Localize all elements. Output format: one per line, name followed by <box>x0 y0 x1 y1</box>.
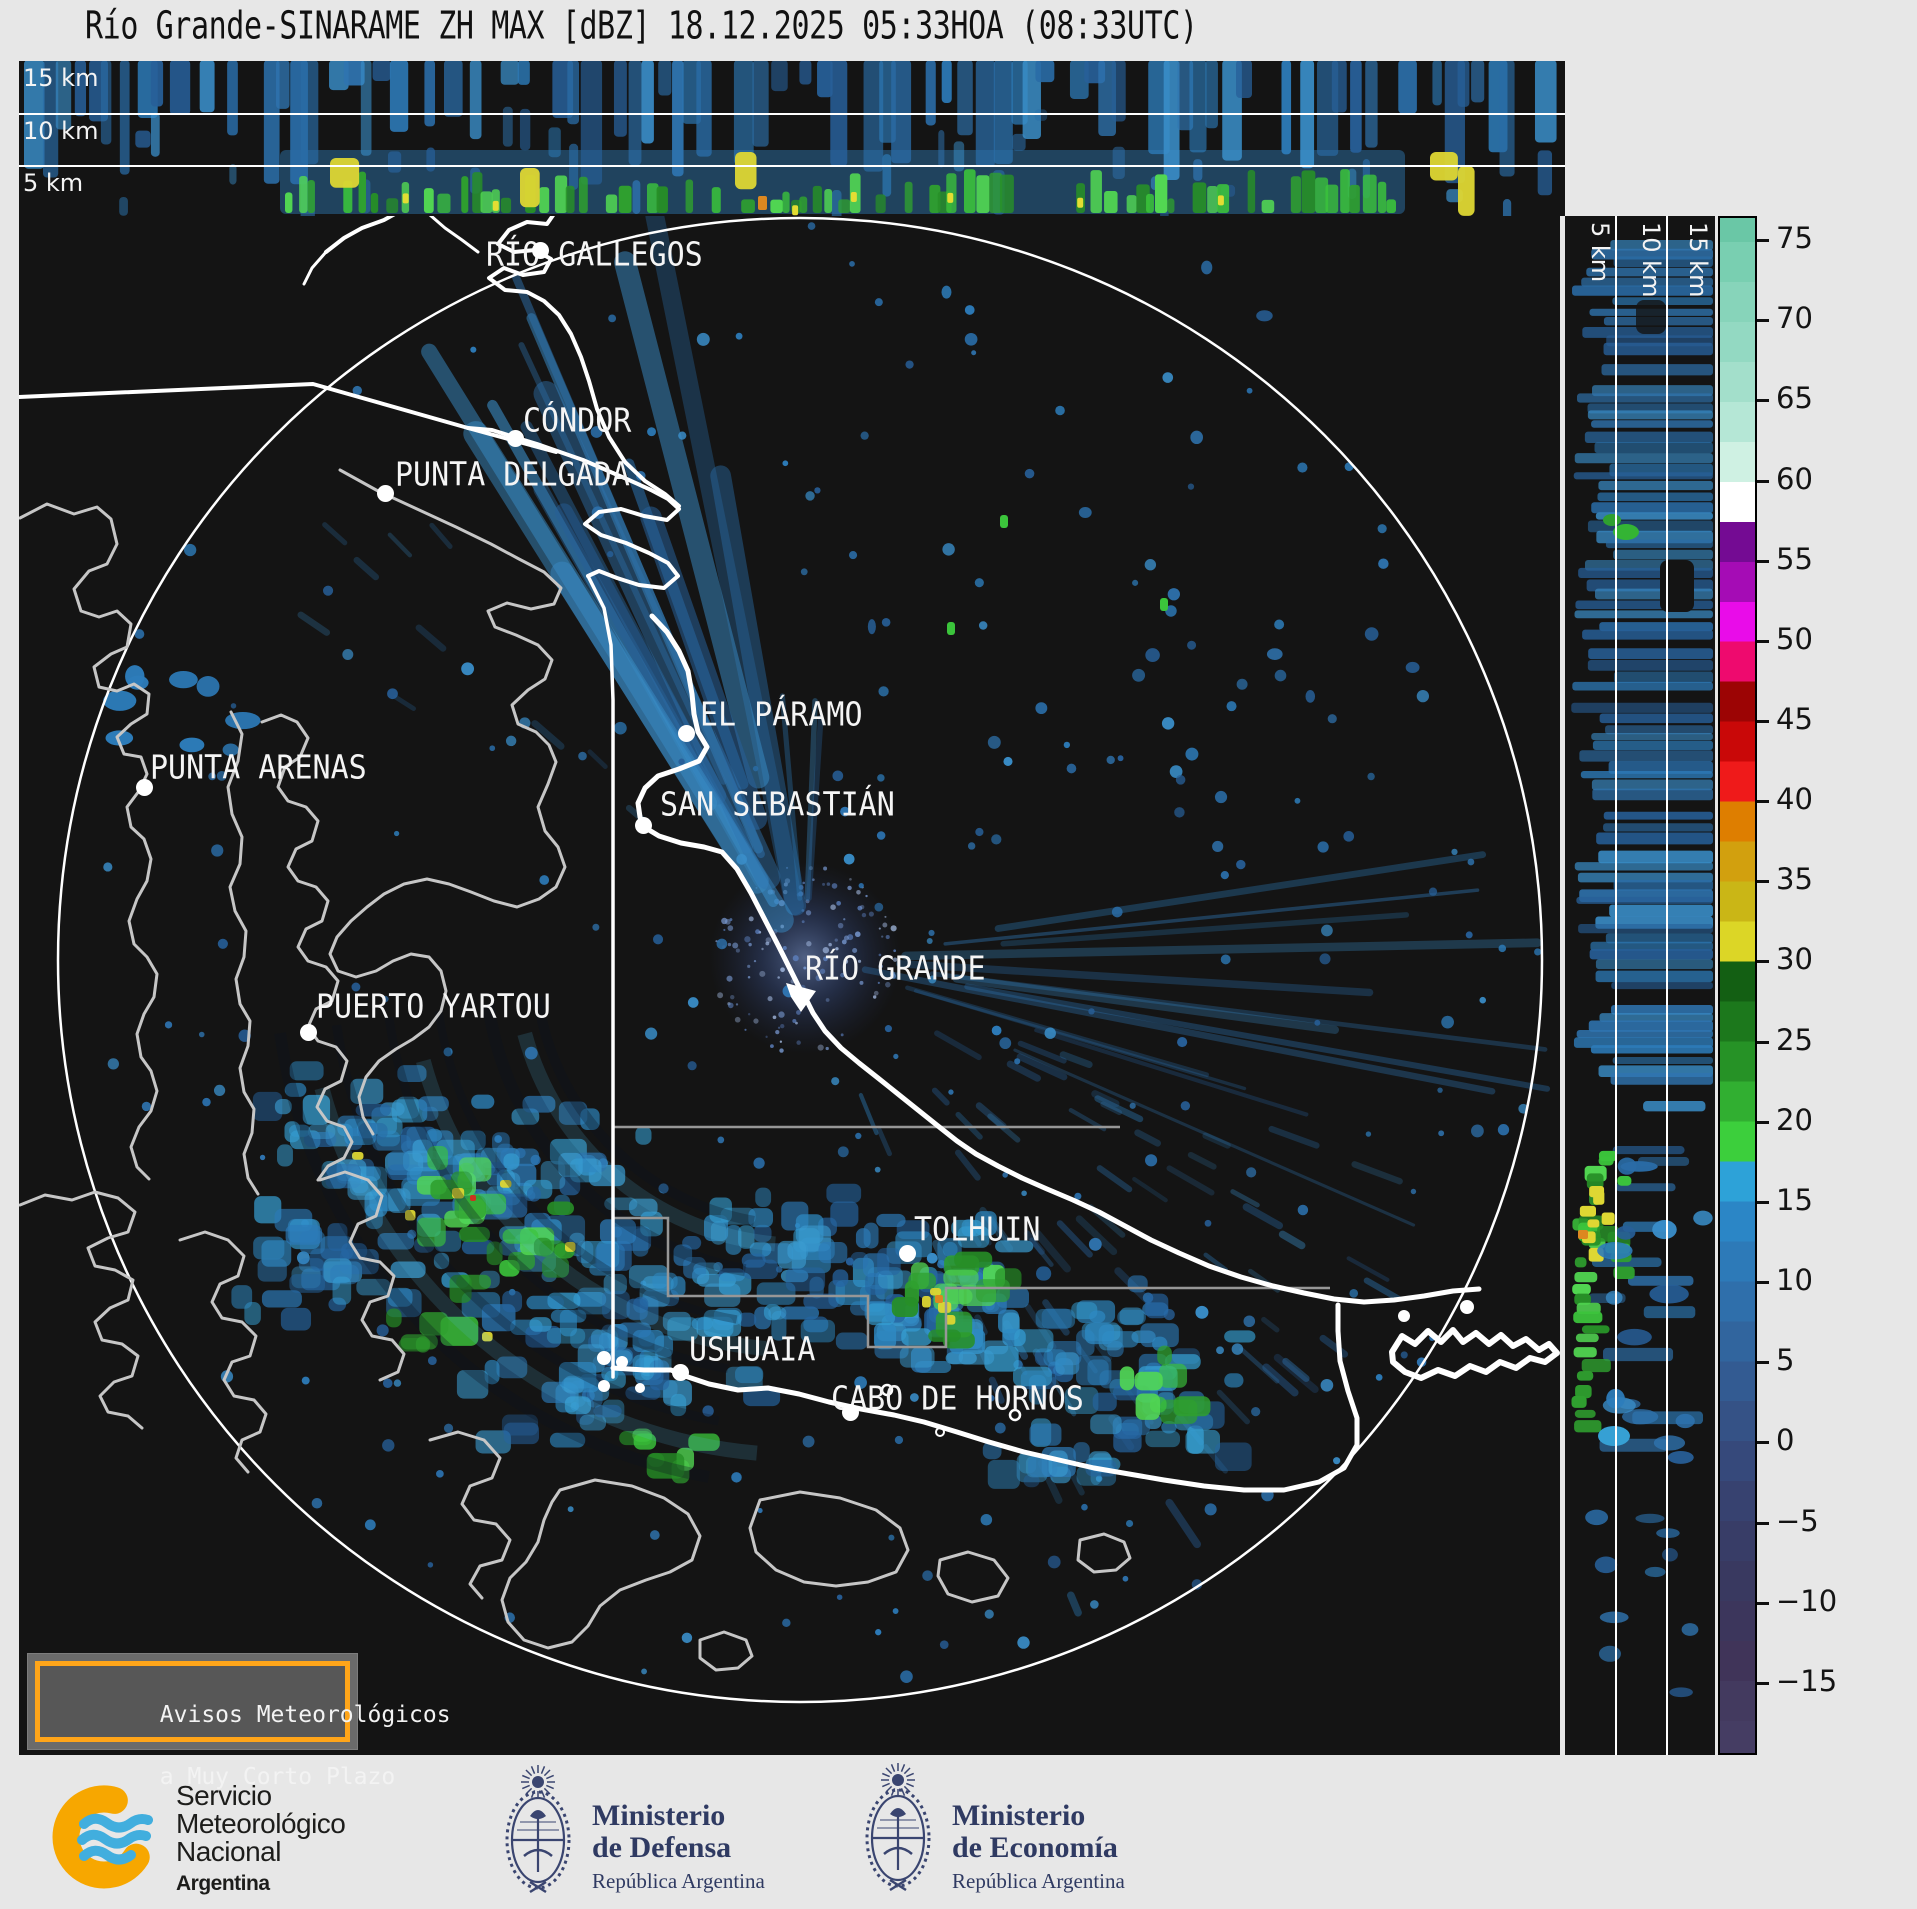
colorbar-tick-label: 45 <box>1776 701 1813 736</box>
dbz-colorbar <box>1718 216 1757 1755</box>
smn-logo-icon <box>52 1785 156 1889</box>
colorbar-tick-mark <box>1757 800 1769 804</box>
city-dot <box>136 779 153 796</box>
city-label: PUERTO YARTOU <box>316 988 551 1027</box>
city-dot <box>899 1245 916 1262</box>
colorbar-tick-label: 60 <box>1776 461 1813 496</box>
page-title: Río Grande-SINARAME ZH MAX [dBZ] 18.12.2… <box>85 4 1198 49</box>
economia-line-1: Ministerio <box>952 1799 1086 1832</box>
colorbar-tick-mark <box>1757 960 1769 964</box>
colorbar-tick-mark <box>1757 639 1769 643</box>
colorbar-tick-mark <box>1757 719 1769 723</box>
radar-map-panel <box>19 216 1560 1755</box>
city-dot <box>507 430 524 447</box>
warning-box[interactable]: Avisos Meteorológicos a Muy Corto Plazo <box>27 1653 451 1790</box>
colorbar-tick-label: 15 <box>1776 1182 1813 1217</box>
colorbar-tick-mark <box>1757 880 1769 884</box>
city-label: PUNTA ARENAS <box>150 749 367 788</box>
colorbar-tick-label: −5 <box>1776 1503 1819 1538</box>
colorbar-tick-mark <box>1757 319 1769 323</box>
colorbar-tick-mark <box>1757 1521 1769 1525</box>
colorbar-tick-label: 65 <box>1776 381 1813 416</box>
ministerio-defensa-text: Ministerio de Defensa República Argentin… <box>592 1800 765 1894</box>
ministerio-economia-text: Ministerio de Economía República Argenti… <box>952 1800 1125 1894</box>
colorbar-tick-mark <box>1757 1601 1769 1605</box>
colorbar-tick-label: 25 <box>1776 1022 1813 1057</box>
colorbar-tick-mark <box>1757 1040 1769 1044</box>
city-label: SAN SEBASTIÁN <box>660 786 895 825</box>
colorbar-tick-mark <box>1757 1361 1769 1365</box>
colorbar-tick-label: 20 <box>1776 1102 1813 1137</box>
side-panel-label-10km: 10 km <box>1637 222 1665 298</box>
top-cross-section-panel <box>19 61 1565 216</box>
colorbar-tick-label: 55 <box>1776 541 1813 576</box>
colorbar-tick-label: 10 <box>1776 1263 1813 1298</box>
defensa-subtitle: República Argentina <box>592 1869 765 1893</box>
coat-of-arms-defensa-icon <box>505 1764 571 1894</box>
colorbar-tick-label: 35 <box>1776 862 1813 897</box>
side-cross-section-panel <box>1565 216 1715 1755</box>
colorbar-tick-label: 50 <box>1776 621 1813 656</box>
city-dot <box>672 1364 689 1381</box>
city-label: USHUAIA <box>689 1331 816 1370</box>
city-label: RÍO GRANDE <box>805 950 986 989</box>
city-dot <box>377 485 394 502</box>
city-label: TOLHUIN <box>914 1211 1041 1250</box>
colorbar-tick-mark <box>1757 239 1769 243</box>
city-dot <box>678 725 695 742</box>
smn-logo-text: Servicio Meteorológico Nacional Argentin… <box>176 1780 346 1898</box>
colorbar-tick-mark <box>1757 1681 1769 1685</box>
colorbar-tick-mark <box>1757 559 1769 563</box>
city-dot <box>300 1024 317 1041</box>
colorbar-tick-mark <box>1757 479 1769 483</box>
colorbar-tick-mark <box>1757 1441 1769 1445</box>
colorbar-tick-label: 5 <box>1776 1343 1795 1378</box>
city-dot <box>532 242 549 259</box>
smn-line-2: Meteorológico <box>176 1808 346 1839</box>
colorbar-tick-mark <box>1757 1200 1769 1204</box>
smn-line-1: Servicio <box>176 1780 272 1811</box>
defensa-line-2: de Defensa <box>592 1831 732 1864</box>
economia-subtitle: República Argentina <box>952 1869 1125 1893</box>
smn-country: Argentina <box>176 1872 270 1895</box>
city-label: CABO DE HORNOS <box>831 1380 1084 1419</box>
warning-box-frame: Avisos Meteorológicos a Muy Corto Plazo <box>35 1661 451 1790</box>
defensa-line-1: Ministerio <box>592 1799 726 1832</box>
top-panel-label-10km: 10 km <box>23 117 99 145</box>
city-label: EL PÁRAMO <box>700 696 863 735</box>
warning-line-2: a Muy Corto Plazo <box>159 1764 396 1790</box>
colorbar-tick-label: 75 <box>1776 221 1813 256</box>
top-panel-label-15km: 15 km <box>23 64 99 92</box>
colorbar-tick-label: 30 <box>1776 942 1813 977</box>
smn-line-3: Nacional <box>176 1836 281 1867</box>
colorbar-tick-label: 70 <box>1776 301 1813 336</box>
city-label: CÓNDOR <box>523 402 632 441</box>
colorbar-tick-mark <box>1757 1281 1769 1285</box>
colorbar-tick-label: 0 <box>1776 1423 1795 1458</box>
colorbar-tick-mark <box>1757 399 1769 403</box>
city-label: RÍO GALLEGOS <box>486 236 703 275</box>
colorbar-tick-label: 40 <box>1776 782 1813 817</box>
coat-of-arms-economia-icon <box>865 1762 931 1892</box>
side-panel-label-5km: 5 km <box>1586 222 1614 283</box>
city-dot <box>635 817 652 834</box>
side-panel-label-15km: 15 km <box>1684 222 1712 298</box>
colorbar-tick-label: −10 <box>1776 1583 1838 1618</box>
city-dot <box>842 1404 859 1421</box>
colorbar-tick-label: −15 <box>1776 1663 1838 1698</box>
economia-line-2: de Economía <box>952 1831 1118 1864</box>
city-label: PUNTA DELGADA <box>395 456 630 495</box>
warning-line-1: Avisos Meteorológicos <box>159 1702 451 1728</box>
top-panel-label-5km: 5 km <box>23 169 84 197</box>
colorbar-tick-mark <box>1757 1120 1769 1124</box>
